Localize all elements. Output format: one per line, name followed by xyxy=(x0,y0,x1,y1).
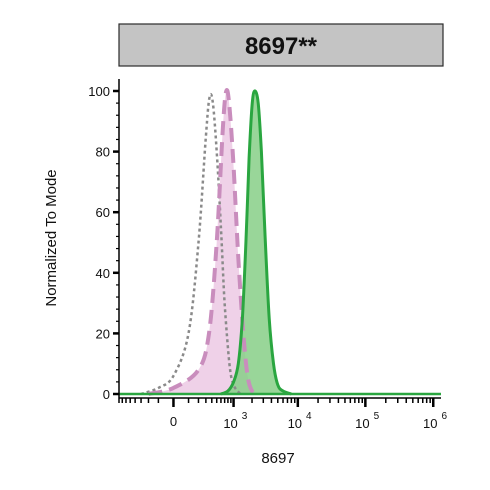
series-1-line xyxy=(140,92,242,396)
x-tick-label-base: 10 xyxy=(288,416,302,431)
y-tick-label: 40 xyxy=(96,266,110,281)
x-tick-label: 0 xyxy=(170,414,177,429)
x-axis-label: 8697 xyxy=(261,450,294,467)
x-tick-label-exponent: 5 xyxy=(374,411,380,422)
x-tick-label-base: 10 xyxy=(223,416,237,431)
title-box xyxy=(118,23,444,67)
x-tick-label-exponent: 3 xyxy=(242,411,248,422)
x-tick-label-exponent: 4 xyxy=(306,411,312,422)
series-3-line xyxy=(220,89,292,396)
series-layer xyxy=(119,88,441,396)
chart-title: 8697** xyxy=(245,33,318,60)
series-2-line xyxy=(148,88,260,396)
y-tick-label: 0 xyxy=(103,387,110,402)
y-tick-label: 60 xyxy=(96,205,110,220)
series-2-fill xyxy=(148,90,259,394)
y-tick-label: 20 xyxy=(96,326,110,341)
series-3-fill xyxy=(220,90,292,394)
x-axis-ticks: 0 10 3 10 4 10 5 10 6 xyxy=(118,398,447,431)
x-tick-label-base: 10 xyxy=(355,416,369,431)
y-tick-label: 100 xyxy=(88,84,110,99)
y-axis-label: Normalized To Mode xyxy=(43,169,60,306)
y-tick-label: 80 xyxy=(96,145,110,160)
x-tick-label-base: 10 xyxy=(423,416,437,431)
x-tick-label-exponent: 6 xyxy=(441,411,447,422)
y-axis-ticks: 0 20 40 60 80 100 xyxy=(88,84,119,402)
